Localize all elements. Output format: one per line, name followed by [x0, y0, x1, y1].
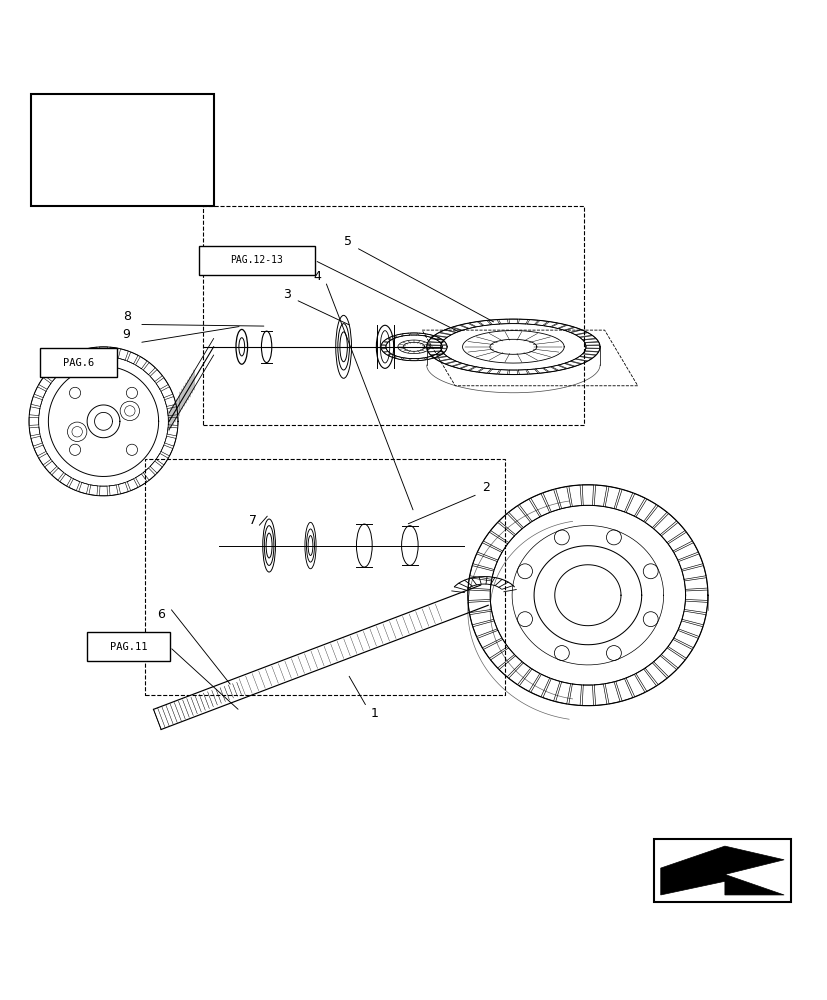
Text: 3: 3 [283, 288, 291, 301]
Circle shape [110, 146, 117, 154]
Bar [145, 459, 504, 695]
Text: 2: 2 [481, 481, 490, 494]
Text: PAG.11: PAG.11 [109, 642, 147, 652]
Text: 9: 9 [122, 328, 131, 341]
Text: 4: 4 [313, 270, 321, 283]
Bar [31, 94, 213, 206]
Circle shape [93, 130, 134, 171]
Text: PAG.6: PAG.6 [63, 358, 93, 368]
Text: 6: 6 [157, 608, 165, 621]
Text: 5: 5 [343, 235, 351, 248]
Bar [203, 206, 583, 425]
Text: PAG.12-13: PAG.12-13 [230, 255, 283, 265]
Bar [198, 246, 314, 275]
Bar [653, 839, 790, 902]
Text: 7: 7 [249, 514, 257, 527]
Polygon shape [36, 98, 209, 202]
Polygon shape [660, 846, 783, 895]
Text: 1: 1 [370, 707, 379, 720]
Text: 8: 8 [122, 310, 131, 323]
Bar [87, 632, 170, 661]
Bar [40, 348, 117, 377]
Circle shape [81, 117, 147, 183]
